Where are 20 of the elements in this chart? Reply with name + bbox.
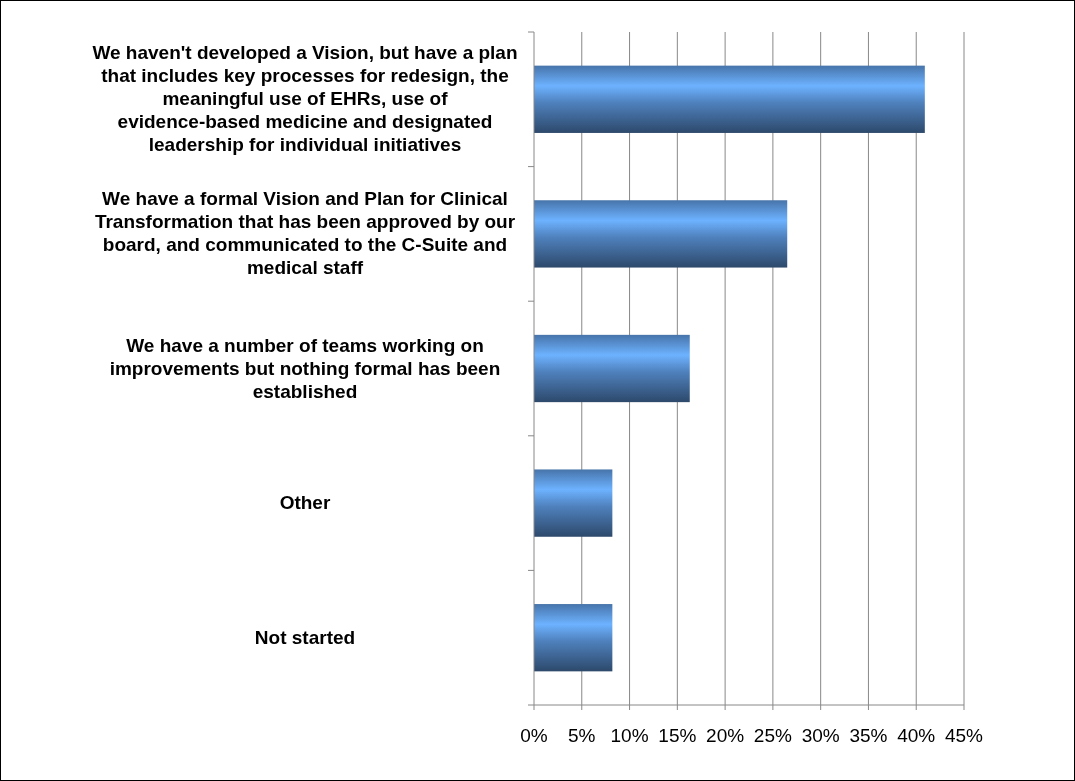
- x-tick-label: 45%: [944, 725, 984, 746]
- x-tick-label: 30%: [801, 725, 840, 746]
- y-tick-label: We have a formal Vision and Plan for Clinical Transformation that has been approved by our board, and communicated to the C-Suite and medical staff: [94, 188, 516, 279]
- y-tick-label: Not started: [254, 626, 356, 648]
- bar: [534, 65, 925, 133]
- bar: [534, 469, 613, 537]
- y-tick-label: We haven't developed a Vision, but have a plan that includes key processes for redesign, the meaningful use of EHRs, use of evidence-based medicine and designated leadership for individual initiatives: [92, 42, 518, 156]
- bar: [534, 200, 788, 268]
- x-tick-label: 40%: [897, 725, 936, 746]
- bar: [534, 334, 690, 403]
- x-tick-label: 5%: [568, 725, 596, 746]
- y-tick-label: We have a number of teams working on improvements but nothing formal has been established: [109, 334, 501, 402]
- y-tick-label: Other: [279, 492, 331, 514]
- bar: [534, 604, 613, 672]
- x-tick-label: 10%: [610, 725, 649, 746]
- x-tick-label: 20%: [706, 725, 745, 746]
- x-tick-label: 25%: [753, 725, 793, 746]
- x-tick-label: 0%: [520, 725, 548, 746]
- x-tick-label: 15%: [658, 725, 697, 746]
- x-tick-label: 35%: [849, 725, 888, 746]
